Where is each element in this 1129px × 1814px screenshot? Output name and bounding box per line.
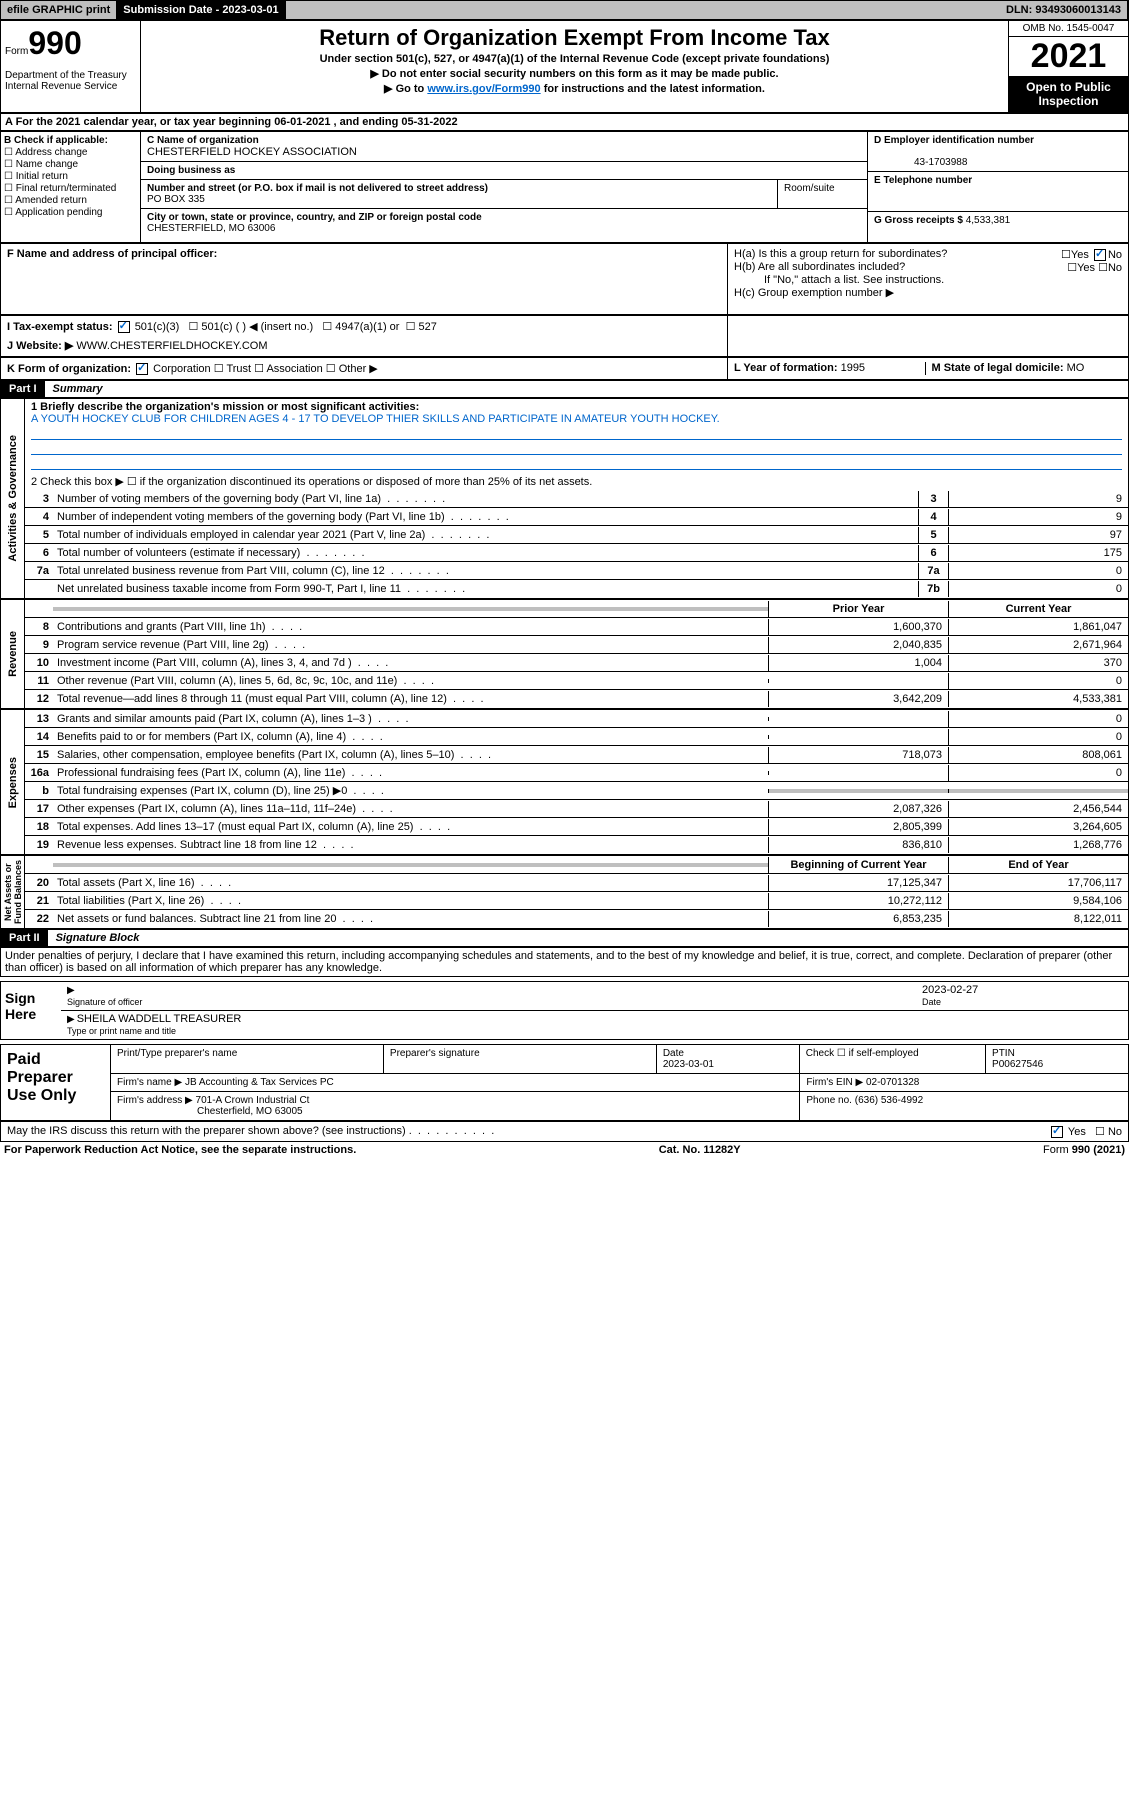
paid-preparer-block: Paid Preparer Use Only Print/Type prepar…: [0, 1044, 1129, 1121]
part1-netassets: Net Assets or Fund Balances Beginning of…: [0, 855, 1129, 929]
firm-ein: 02-0701328: [866, 1077, 919, 1088]
part2-header: Part IISignature Block: [0, 929, 1129, 947]
website-label: J Website: ▶: [7, 340, 73, 352]
subtitle-2: ▶ Do not enter social security numbers o…: [145, 67, 1004, 80]
discuss-yes-checkbox[interactable]: [1051, 1126, 1063, 1138]
begin-year-hdr: Beginning of Current Year: [768, 857, 948, 873]
block-b-checkboxes: B Check if applicable: ☐ Address change …: [1, 132, 141, 242]
ha-label: H(a) Is this a group return for subordin…: [734, 248, 947, 261]
end-year-hdr: End of Year: [948, 857, 1128, 873]
open-public-badge: Open to Public Inspection: [1009, 76, 1128, 112]
tax-year: 2021: [1009, 37, 1128, 76]
form-number: Form990: [5, 25, 136, 62]
part1-revenue: Revenue Prior YearCurrent Year 8Contribu…: [0, 599, 1129, 709]
ptin-value: P00627546: [992, 1059, 1043, 1070]
ein-value: 43-1703988: [874, 157, 967, 168]
city-value: CHESTERFIELD, MO 63006: [147, 223, 275, 234]
net-vlabel: Net Assets or Fund Balances: [1, 856, 25, 928]
state-domicile: MO: [1067, 362, 1085, 374]
org-name: CHESTERFIELD HOCKEY ASSOCIATION: [147, 146, 357, 158]
dba-label: Doing business as: [147, 165, 235, 176]
hb-label: H(b) Are all subordinates included?: [734, 261, 905, 274]
omb-number: OMB No. 1545-0047: [1009, 21, 1128, 37]
page-footer: For Paperwork Reduction Act Notice, see …: [0, 1142, 1129, 1158]
firm-phone: (636) 536-4992: [855, 1095, 923, 1106]
ein-label: D Employer identification number: [874, 135, 1034, 146]
city-label: City or town, state or province, country…: [147, 212, 482, 223]
irs-link[interactable]: www.irs.gov/Form990: [427, 83, 540, 95]
top-bar: efile GRAPHIC print Submission Date - 20…: [0, 0, 1129, 20]
efile-label: efile GRAPHIC print: [1, 1, 117, 19]
street-value: PO BOX 335: [147, 194, 205, 205]
hb-note: If "No," attach a list. See instructions…: [734, 274, 1122, 286]
paid-prep-label: Paid Preparer Use Only: [1, 1045, 111, 1120]
sig-date: 2023-02-27: [922, 984, 978, 996]
gross-label: G Gross receipts $: [874, 215, 963, 226]
prep-name-label: Print/Type preparer's name: [111, 1045, 384, 1073]
gross-value: 4,533,381: [966, 215, 1011, 226]
declaration: Under penalties of perjury, I declare th…: [0, 947, 1129, 977]
part1-governance: Activities & Governance 1 Briefly descri…: [0, 398, 1129, 599]
phone-label: E Telephone number: [874, 175, 972, 186]
part1-expenses: Expenses 13Grants and similar amounts pa…: [0, 709, 1129, 855]
sign-here-label: Sign Here: [1, 982, 61, 1039]
firm-addr1: 701-A Crown Industrial Ct: [196, 1095, 310, 1106]
dept-label: Department of the Treasury Internal Reve…: [5, 70, 136, 92]
self-emp-check: Check ☐ if self-employed: [800, 1045, 986, 1073]
website-value: WWW.CHESTERFIELDHOCKEY.COM: [76, 340, 267, 352]
part1-header: Part ISummary: [0, 380, 1129, 398]
subtitle-3: ▶ Go to www.irs.gov/Form990 for instruct…: [145, 82, 1004, 95]
gov-vlabel: Activities & Governance: [5, 431, 21, 566]
line2: 2 Check this box ▶ ☐ if the organization…: [25, 473, 1128, 490]
street-label: Number and street (or P.O. box if mail i…: [147, 183, 488, 194]
sign-here-block: Sign Here Signature of officer 2023-02-2…: [0, 981, 1129, 1040]
subtitle-1: Under section 501(c), 527, or 4947(a)(1)…: [145, 53, 1004, 65]
prep-sig-label: Preparer's signature: [384, 1045, 657, 1073]
form-header: Form990 Department of the Treasury Inter…: [0, 20, 1129, 113]
submission-date: Submission Date - 2023-03-01: [117, 1, 285, 19]
line1-label: 1 Briefly describe the organization's mi…: [31, 401, 419, 413]
firm-name: JB Accounting & Tax Services PC: [185, 1077, 334, 1088]
exp-vlabel: Expenses: [5, 753, 21, 812]
mission-text: A YOUTH HOCKEY CLUB FOR CHILDREN AGES 4 …: [31, 413, 720, 425]
dln-label: DLN: 93493060013143: [1000, 1, 1128, 19]
org-name-label: C Name of organization: [147, 135, 259, 146]
form-org-label: K Form of organization:: [7, 363, 131, 375]
officer-name-title: SHEILA WADDELL TREASURER: [77, 1013, 242, 1025]
prep-date: 2023-03-01: [663, 1059, 714, 1070]
sig-officer-label: Signature of officer: [67, 997, 142, 1007]
prior-year-hdr: Prior Year: [768, 601, 948, 617]
room-label: Room/suite: [777, 180, 867, 208]
year-formation: 1995: [841, 362, 865, 374]
row-a-period: A For the 2021 calendar year, or tax yea…: [0, 113, 1129, 131]
block-f-h: F Name and address of principal officer:…: [0, 243, 1129, 315]
tax-status-label: I Tax-exempt status:: [7, 321, 113, 333]
corp-checkbox[interactable]: [136, 363, 148, 375]
form-title: Return of Organization Exempt From Incom…: [145, 25, 1004, 51]
discuss-row: May the IRS discuss this return with the…: [0, 1121, 1129, 1142]
entity-block: B Check if applicable: ☐ Address change …: [0, 131, 1129, 243]
firm-addr2: Chesterfield, MO 63005: [117, 1106, 303, 1117]
officer-label: F Name and address of principal officer:: [7, 248, 217, 260]
ha-no-checkbox[interactable]: [1094, 249, 1106, 261]
curr-year-hdr: Current Year: [948, 601, 1128, 617]
501c3-checkbox[interactable]: [118, 321, 130, 333]
rev-vlabel: Revenue: [5, 627, 21, 681]
hc-label: H(c) Group exemption number ▶: [734, 286, 1122, 299]
